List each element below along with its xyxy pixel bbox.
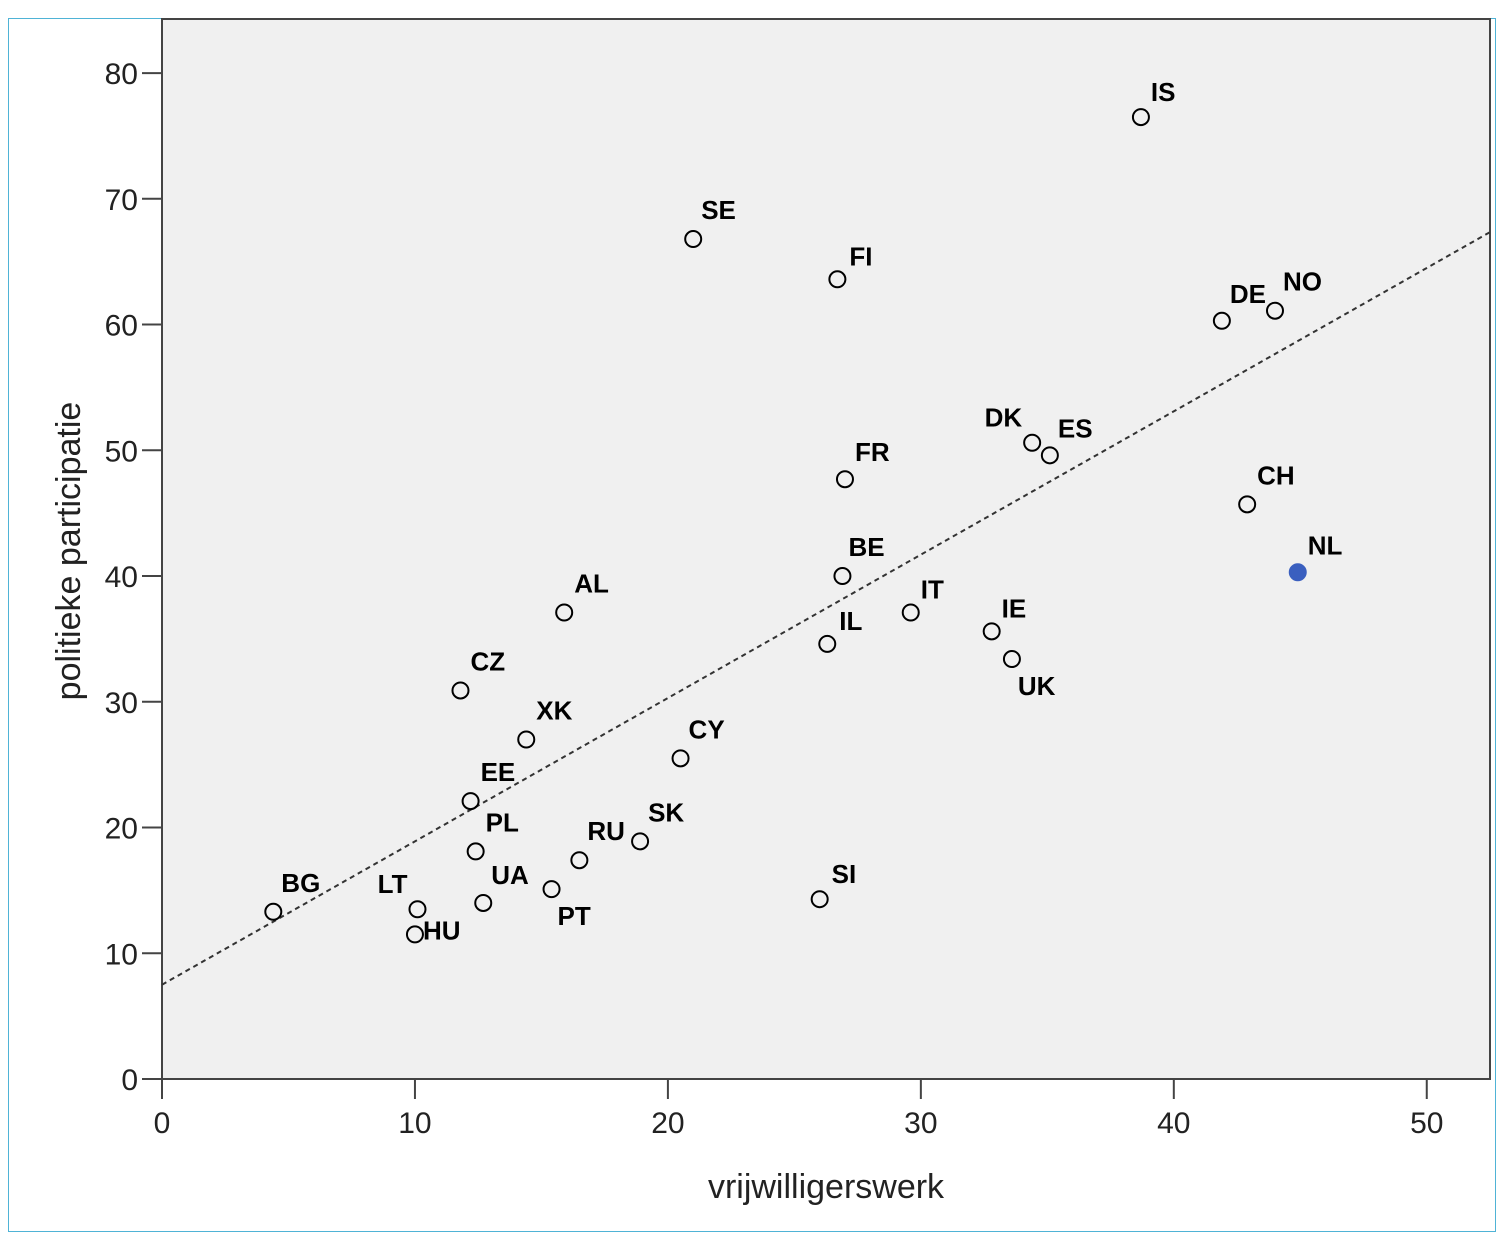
x-tick-label: 30	[904, 1107, 937, 1140]
data-point-bg[interactable]	[264, 902, 283, 921]
data-point-ua[interactable]	[474, 893, 493, 912]
data-point-no[interactable]	[1265, 301, 1284, 320]
data-point-pl[interactable]	[466, 842, 485, 861]
point-label-pl: PL	[486, 807, 519, 837]
point-label-no: NO	[1283, 267, 1322, 297]
point-label-fr: FR	[855, 437, 890, 467]
data-point-ru[interactable]	[570, 851, 589, 870]
point-label-it: IT	[921, 574, 944, 604]
data-point-hu[interactable]	[405, 925, 424, 944]
data-point-dk[interactable]	[1023, 433, 1042, 452]
point-label-lt: LT	[378, 869, 408, 899]
point-label-uk: UK	[1018, 671, 1056, 701]
y-tick-label: 0	[121, 1064, 138, 1097]
point-label-ch: CH	[1257, 460, 1295, 490]
data-point-sk[interactable]	[631, 832, 650, 851]
y-tick-label: 50	[105, 435, 138, 468]
data-point-il[interactable]	[818, 634, 837, 653]
data-point-cz[interactable]	[451, 681, 470, 700]
point-label-se: SE	[701, 195, 736, 225]
point-label-ie: IE	[1002, 593, 1027, 623]
x-tick-label: 50	[1410, 1107, 1443, 1140]
data-point-pt[interactable]	[542, 880, 561, 899]
data-point-de[interactable]	[1212, 311, 1231, 330]
data-point-fr[interactable]	[835, 470, 854, 489]
point-label-cz: CZ	[470, 646, 505, 676]
x-axis-title: vrijwilligerswerk	[708, 1168, 945, 1206]
data-point-fi[interactable]	[828, 270, 847, 289]
point-label-de: DE	[1230, 279, 1266, 309]
data-point-si[interactable]	[810, 890, 829, 909]
x-tick-label: 40	[1157, 1107, 1190, 1140]
x-tick-label: 0	[154, 1107, 171, 1140]
point-label-sk: SK	[648, 797, 684, 827]
data-point-se[interactable]	[684, 230, 703, 249]
y-axis-title: politieke participatie	[50, 402, 88, 701]
point-label-bg: BG	[281, 868, 320, 898]
y-tick-label: 70	[105, 184, 138, 217]
data-point-cy[interactable]	[671, 749, 690, 768]
data-point-xk[interactable]	[517, 730, 536, 749]
data-point-nl[interactable]	[1288, 563, 1307, 582]
data-point-ee[interactable]	[461, 792, 480, 811]
y-tick-label: 60	[105, 310, 138, 343]
trendline	[161, 231, 1491, 986]
point-label-ua: UA	[491, 860, 529, 890]
point-label-pt: PT	[558, 901, 591, 931]
data-point-al[interactable]	[555, 603, 574, 622]
y-tick-label: 30	[105, 687, 138, 720]
point-label-il: IL	[839, 606, 862, 636]
data-point-lt[interactable]	[408, 900, 427, 919]
data-point-ie[interactable]	[982, 622, 1001, 641]
x-tick-label: 20	[651, 1107, 684, 1140]
point-label-es: ES	[1058, 413, 1093, 443]
data-point-uk[interactable]	[1002, 650, 1021, 669]
y-tick-label: 40	[105, 561, 138, 594]
point-label-dk: DK	[985, 403, 1023, 433]
point-label-is: IS	[1151, 77, 1176, 107]
point-label-fi: FI	[849, 241, 872, 271]
data-point-es[interactable]	[1040, 446, 1059, 465]
point-label-ee: EE	[481, 757, 516, 787]
point-label-cy: CY	[689, 714, 725, 744]
point-label-hu: HU	[423, 915, 461, 945]
x-tick-label: 10	[398, 1107, 431, 1140]
data-point-be[interactable]	[833, 567, 852, 586]
data-point-is[interactable]	[1131, 108, 1150, 127]
point-label-al: AL	[574, 568, 609, 598]
data-point-ch[interactable]	[1238, 495, 1257, 514]
point-label-xk: XK	[536, 695, 572, 725]
data-point-it[interactable]	[901, 603, 920, 622]
point-label-be: BE	[848, 532, 884, 562]
y-tick-label: 20	[105, 813, 138, 846]
plot-area	[161, 18, 1491, 1080]
y-tick-label: 10	[105, 938, 138, 971]
point-label-si: SI	[832, 859, 857, 889]
point-label-nl: NL	[1308, 530, 1343, 560]
point-label-ru: RU	[587, 816, 625, 846]
y-tick-label: 80	[105, 58, 138, 91]
